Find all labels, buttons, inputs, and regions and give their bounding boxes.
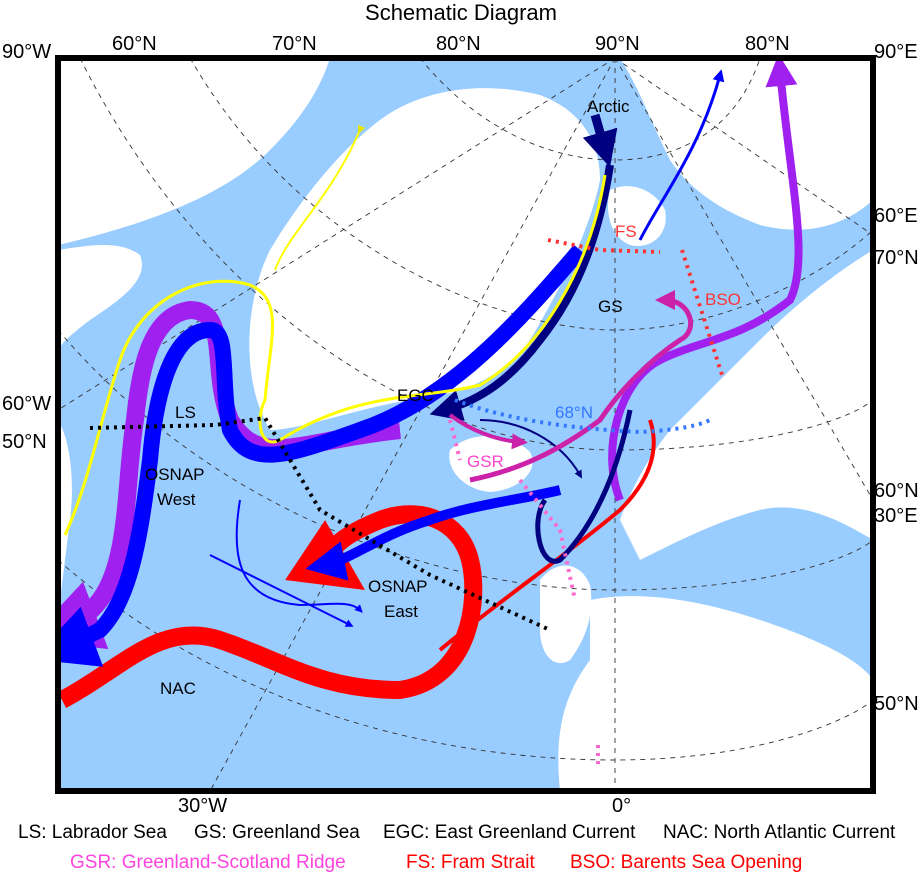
legend-ls: LS: Labrador Sea: [18, 822, 167, 843]
label-osnap-east-1: OSNAP: [368, 577, 428, 596]
label-68n: 68°N: [555, 403, 593, 422]
purple-current: [58, 300, 401, 650]
legend-egc: EGC: East Greenland Current: [383, 822, 636, 843]
coord-top-left-lon: 90°W: [2, 41, 51, 63]
map-area: [58, 58, 873, 791]
coord-bottom-30w: 30°W: [178, 795, 227, 817]
british-isles-land: [540, 565, 592, 664]
magenta-current: [469, 290, 694, 483]
coord-right-60e: 60°E: [874, 205, 918, 227]
coord-right-50n: 50°N: [874, 693, 919, 715]
fs-line: [547, 238, 661, 254]
gsr-line: [448, 419, 577, 601]
coord-top-right-80n: 80°N: [745, 33, 790, 55]
label-osnap-west-1: OSNAP: [145, 465, 205, 484]
purple-east: [608, 58, 803, 502]
diagram-title: Schematic Diagram: [365, 0, 557, 25]
lat68-line: [454, 398, 711, 435]
navy-arctic: [582, 113, 618, 168]
blue-thin-1: [235, 499, 363, 613]
blue-north: [638, 69, 725, 241]
baffin-land: [58, 245, 142, 350]
coord-bottom-0: 0°: [612, 795, 631, 817]
coord-left-60w: 60°W: [2, 393, 51, 415]
navy-south: [535, 409, 633, 564]
map-frame: [55, 55, 876, 794]
europe-land: [558, 596, 873, 791]
labrador-land: [58, 420, 72, 620]
nac-current: [58, 505, 483, 708]
label-gsr: GSR: [467, 452, 504, 471]
yellow-north: [274, 124, 366, 271]
coord-right-30e: 30°E: [874, 505, 918, 527]
coord-right-70n: 70°N: [874, 247, 919, 269]
magenta-gsr: [448, 413, 528, 450]
label-ls: LS: [175, 403, 196, 422]
canada-land: [58, 58, 330, 245]
blue-current: [58, 244, 587, 667]
label-osnap-west-2: West: [157, 490, 196, 509]
legend-gs: GS: Greenland Sea: [194, 822, 360, 843]
coord-left-50n: 50°N: [2, 431, 47, 453]
coord-top-right-lon: 90°E: [874, 41, 918, 63]
label-fs: FS: [615, 222, 637, 241]
nac-branch: [438, 419, 656, 652]
coord-right-60n: 60°N: [874, 480, 919, 502]
label-nac: NAC: [160, 679, 196, 698]
blue-loop: [305, 485, 562, 581]
label-arctic: Arctic: [587, 97, 630, 116]
blue-thin-2: [209, 554, 354, 627]
label-bso: BSO: [705, 290, 741, 309]
svalbard-land: [608, 186, 666, 246]
legend-bso: BSO: Barents Sea Opening: [570, 852, 803, 873]
coord-top-70n: 70°N: [272, 33, 317, 55]
navy-thin: [479, 419, 582, 479]
coord-top-90n: 90°N: [595, 33, 640, 55]
legend-fs: FS: Fram Strait: [406, 852, 535, 873]
label-egc: EGC: [397, 386, 434, 405]
label-gs: GS: [598, 297, 623, 316]
osnap-line: [89, 415, 551, 632]
bso-line: [680, 249, 724, 376]
label-osnap-east-2: East: [384, 602, 418, 621]
legend-nac: NAC: North Atlantic Current: [663, 822, 896, 843]
coord-top-80n: 80°N: [436, 33, 481, 55]
yellow-current: [63, 174, 607, 536]
coord-top-60n: 60°N: [112, 33, 157, 55]
legend-gsr: GSR: Greenland-Scotland Ridge: [70, 852, 346, 873]
scandinavia-land: [620, 250, 873, 560]
navy-current: [429, 164, 614, 421]
graticule: [58, 58, 873, 791]
arctic-islands-land: [620, 58, 873, 230]
